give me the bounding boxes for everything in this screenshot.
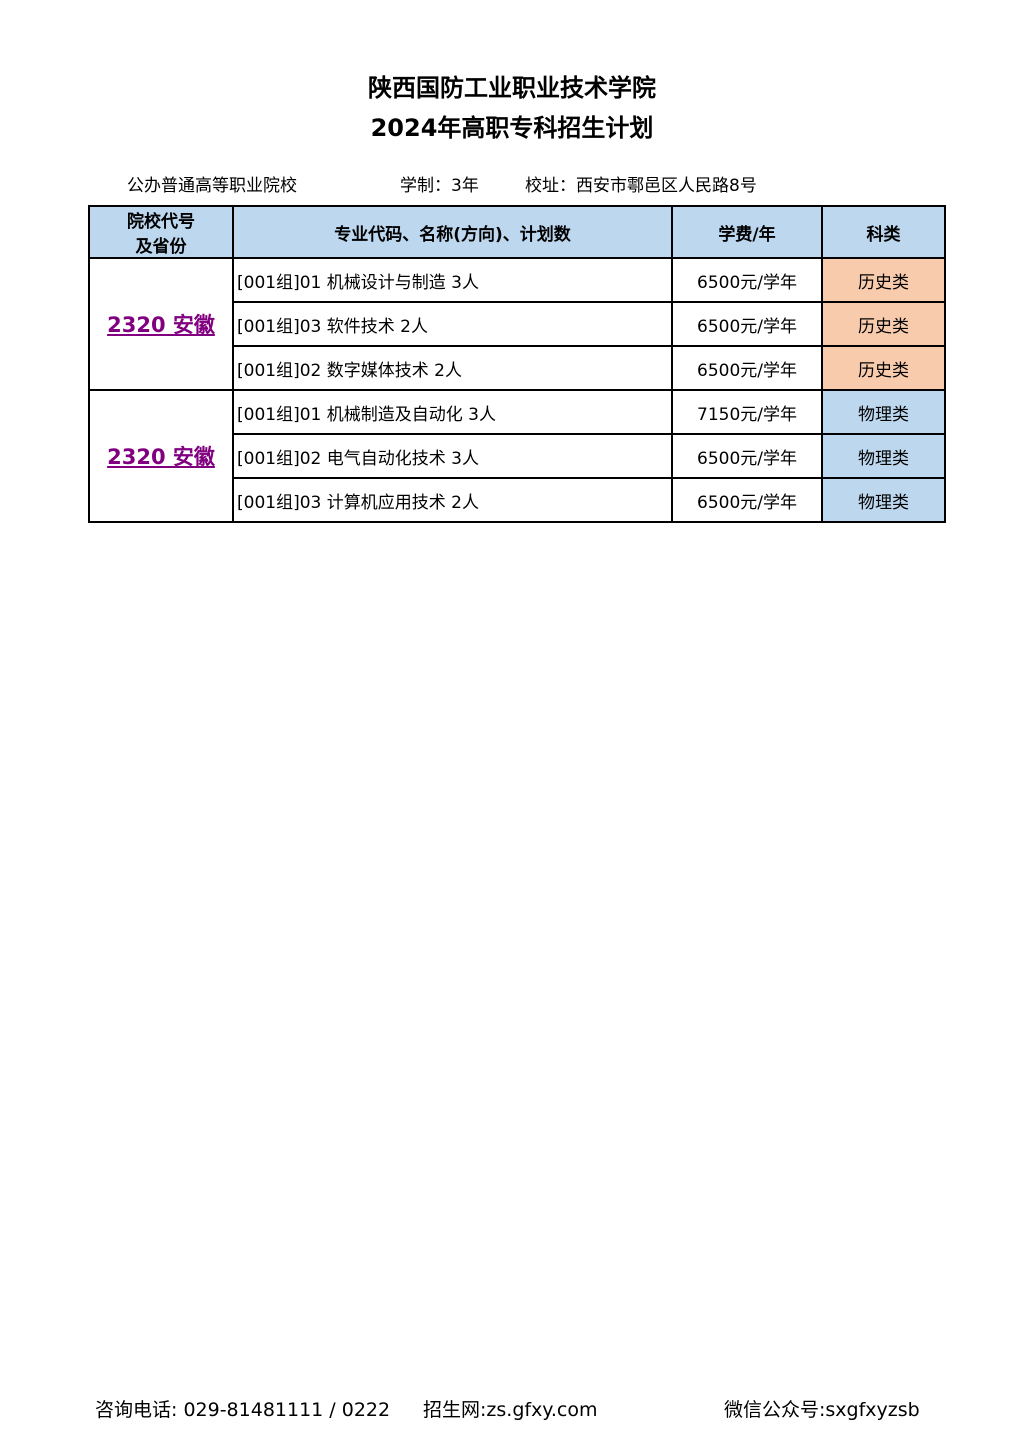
fee-cell: 7150元/学年 [671,389,823,435]
school-code-province: 2320 安徽 [88,389,234,523]
category-cell: 物理类 [821,433,946,479]
column-header-fee: 学费/年 [671,205,823,259]
footer-phone: 咨询电话: 029-81481111 / 0222 [95,1399,391,1421]
school-code-link[interactable]: 2320 安徽 [107,445,215,469]
school-type: 公办普通高等职业院校 [127,176,297,196]
column-header-category: 科类 [821,205,946,259]
category-cell: 历史类 [821,257,946,303]
fee-cell: 6500元/学年 [671,257,823,303]
category-cell: 历史类 [821,301,946,347]
major-cell: [001组]02 数字媒体技术 2人 [232,345,673,391]
table-row: [001组]02 电气自动化技术 3人 6500元/学年 物理类 [89,433,946,479]
major-cell: [001组]02 电气自动化技术 3人 [232,433,673,479]
fee-cell: 6500元/学年 [671,301,823,347]
major-cell: [001组]01 机械制造及自动化 3人 [232,389,673,435]
column-header-code: 院校代号 及省份 [88,205,234,259]
major-cell: [001组]03 软件技术 2人 [232,301,673,347]
fee-cell: 6500元/学年 [671,477,823,523]
duration: 学制：3年 [400,176,479,196]
category-cell: 物理类 [821,477,946,523]
enrollment-plan-table: 院校代号 及省份 专业代码、名称(方向)、计划数 学费/年 科类 2320 安徽[… [88,205,946,523]
major-cell: [001组]01 机械设计与制造 3人 [232,257,673,303]
footer-wechat: 微信公众号:sxgfxyzsb [724,1399,920,1421]
school-code-province: 2320 安徽 [88,257,234,391]
page-title: 陕西国防工业职业技术学院 [368,74,656,102]
fee-cell: 6500元/学年 [671,345,823,391]
table-row: [001组]03 软件技术 2人 6500元/学年 历史类 [89,301,946,347]
table-row: [001组]02 数字媒体技术 2人 6500元/学年 历史类 [89,345,946,391]
table-row: [001组]03 计算机应用技术 2人 6500元/学年 物理类 [89,477,946,523]
major-cell: [001组]03 计算机应用技术 2人 [232,477,673,523]
address: 校址：西安市鄠邑区人民路8号 [525,176,757,196]
table-header-row: 院校代号 及省份 专业代码、名称(方向)、计划数 学费/年 科类 [88,205,946,259]
school-code-link[interactable]: 2320 安徽 [107,313,215,337]
table-row: 2320 安徽 [001组]01 机械制造及自动化 3人 7150元/学年 物理类 [88,389,946,523]
category-cell: 历史类 [821,345,946,391]
footer-website[interactable]: 招生网:zs.gfxy.com [423,1399,598,1421]
page-subtitle: 2024年高职专科招生计划 [370,114,654,142]
category-cell: 物理类 [821,389,946,435]
table-row: 2320 安徽 [001组]01 机械设计与制造 3人 6500元/学年 历史类 [88,257,946,391]
column-header-major: 专业代码、名称(方向)、计划数 [232,205,673,259]
fee-cell: 6500元/学年 [671,433,823,479]
